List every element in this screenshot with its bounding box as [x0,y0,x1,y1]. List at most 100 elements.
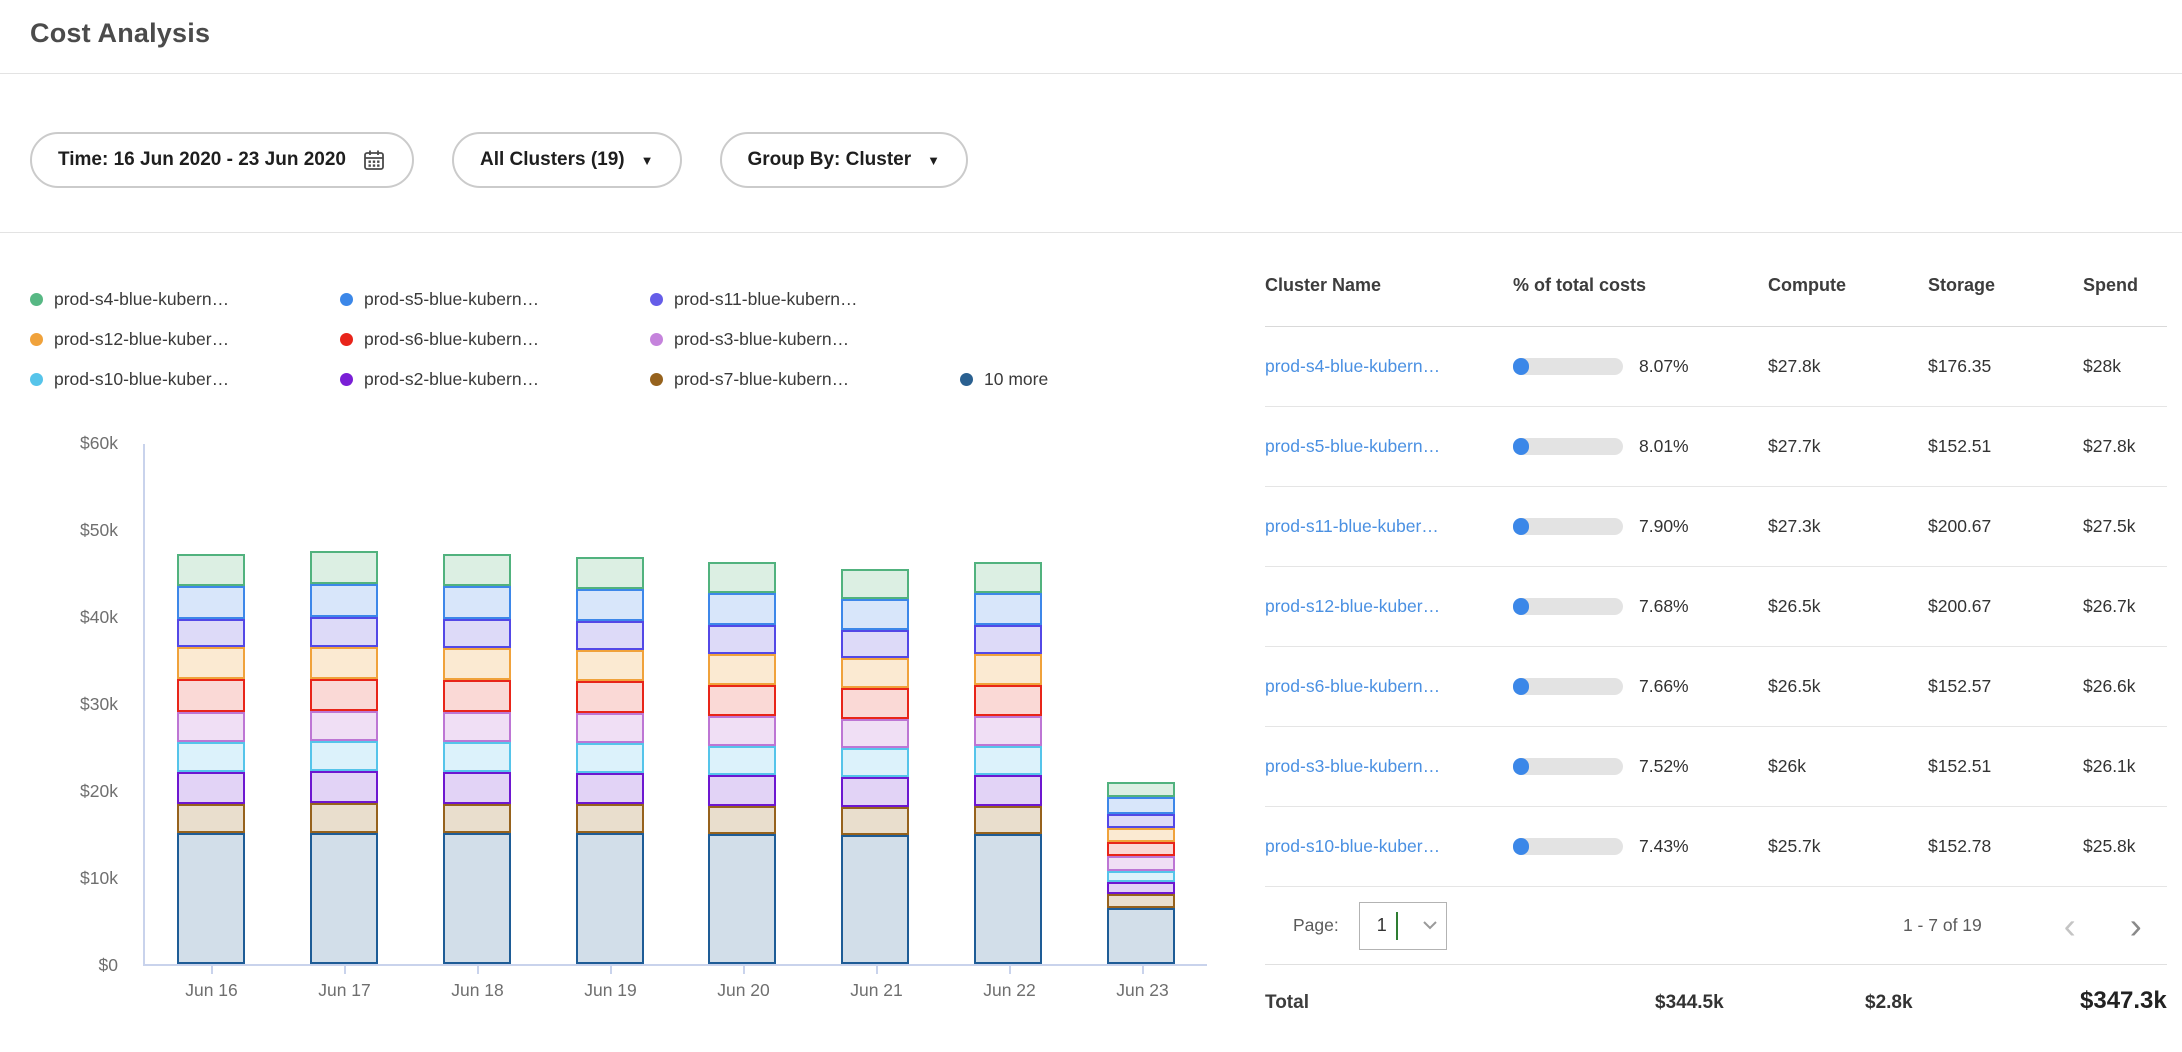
bar-jun-17[interactable] [278,444,411,964]
bar-segment-prod-s2[interactable] [310,771,378,803]
bar-segment-10-more[interactable] [310,833,378,964]
bar-jun-21[interactable] [809,444,942,964]
bar-segment-prod-s12[interactable] [310,647,378,679]
bar-segment-prod-s2[interactable] [841,777,909,807]
bar-segment-prod-s11[interactable] [443,619,511,648]
bar-segment-prod-s11[interactable] [310,617,378,647]
bar-segment-10-more[interactable] [576,833,644,964]
bar-segment-10-more[interactable] [443,833,511,964]
bar-segment-prod-s10[interactable] [310,741,378,771]
bar-segment-prod-s6[interactable] [443,680,511,712]
bar-segment-prod-s11[interactable] [576,621,644,650]
bar-segment-prod-s3[interactable] [841,719,909,748]
bar-segment-prod-s4[interactable] [974,562,1042,593]
bar-segment-prod-s2[interactable] [1107,882,1175,894]
bar-segment-prod-s5[interactable] [974,593,1042,625]
bar-segment-prod-s3[interactable] [1107,856,1175,871]
bar-segment-prod-s12[interactable] [443,648,511,680]
time-range-filter[interactable]: Time: 16 Jun 2020 - 23 Jun 2020 [30,132,414,188]
bar-segment-prod-s6[interactable] [310,679,378,711]
bar-segment-prod-s5[interactable] [1107,797,1175,814]
bar-segment-prod-s3[interactable] [443,712,511,742]
legend-item-prod-s2[interactable]: prod-s2-blue-kubern… [340,368,650,391]
bar-segment-prod-s6[interactable] [1107,842,1175,856]
bar-segment-10-more[interactable] [177,833,245,964]
bar-segment-prod-s4[interactable] [708,562,776,593]
bar-segment-10-more[interactable] [1107,908,1175,964]
bar-segment-prod-s6[interactable] [576,681,644,713]
legend-item-prod-s10[interactable]: prod-s10-blue-kuber… [30,368,340,391]
bar-segment-prod-s4[interactable] [1107,782,1175,797]
bar-segment-prod-s10[interactable] [841,748,909,777]
bar-segment-prod-s5[interactable] [576,589,644,621]
bar-segment-prod-s2[interactable] [576,773,644,804]
bar-segment-prod-s4[interactable] [443,554,511,586]
bar-segment-prod-s10[interactable] [576,743,644,773]
bar-jun-22[interactable] [942,444,1075,964]
legend-item-prod-s5[interactable]: prod-s5-blue-kubern… [340,288,650,311]
bar-jun-19[interactable] [543,444,676,964]
legend-item-prod-s3[interactable]: prod-s3-blue-kubern… [650,328,960,351]
bar-segment-prod-s3[interactable] [708,716,776,746]
legend-item-prod-s11[interactable]: prod-s11-blue-kubern… [650,288,960,311]
bar-segment-prod-s10[interactable] [708,746,776,775]
legend-item-prod-s6[interactable]: prod-s6-blue-kubern… [340,328,650,351]
bar-segment-prod-s12[interactable] [1107,828,1175,842]
bar-segment-prod-s12[interactable] [974,654,1042,685]
bar-segment-prod-s4[interactable] [576,557,644,589]
bar-segment-prod-s2[interactable] [177,772,245,804]
bar-segment-prod-s7[interactable] [443,804,511,833]
bar-segment-prod-s7[interactable] [177,804,245,833]
bar-segment-prod-s2[interactable] [974,775,1042,806]
bar-segment-prod-s5[interactable] [177,586,245,619]
bar-segment-prod-s11[interactable] [708,625,776,654]
legend-item-prod-s12[interactable]: prod-s12-blue-kuber… [30,328,340,351]
bar-segment-prod-s7[interactable] [708,806,776,834]
cluster-link[interactable]: prod-s4-blue-kubern… [1265,356,1440,376]
group-by-dropdown[interactable]: Group By: Cluster ▼ [720,132,969,188]
bar-segment-prod-s5[interactable] [310,584,378,617]
clusters-filter-dropdown[interactable]: All Clusters (19) ▼ [452,132,682,188]
bar-segment-prod-s11[interactable] [177,619,245,647]
bar-segment-prod-s12[interactable] [576,650,644,681]
bar-segment-10-more[interactable] [708,834,776,964]
bar-segment-prod-s7[interactable] [576,804,644,833]
bar-segment-prod-s3[interactable] [974,716,1042,746]
bar-segment-prod-s3[interactable] [177,712,245,742]
bar-jun-20[interactable] [676,444,809,964]
cluster-link[interactable]: prod-s6-blue-kubern… [1265,676,1440,696]
bar-segment-prod-s7[interactable] [1107,894,1175,908]
bar-segment-prod-s6[interactable] [974,685,1042,716]
bar-jun-16[interactable] [145,444,278,964]
bar-segment-prod-s6[interactable] [177,679,245,712]
bar-segment-prod-s7[interactable] [974,806,1042,834]
cluster-link[interactable]: prod-s3-blue-kubern… [1265,756,1440,776]
bar-segment-prod-s4[interactable] [177,554,245,586]
bar-segment-prod-s12[interactable] [177,647,245,679]
legend-item-prod-s4[interactable]: prod-s4-blue-kubern… [30,288,340,311]
bar-segment-prod-s12[interactable] [708,654,776,685]
next-page-icon[interactable]: › [2130,908,2142,944]
legend-item-10-more[interactable]: 10 more [960,368,1048,391]
bar-segment-prod-s11[interactable] [974,625,1042,654]
bar-segment-prod-s3[interactable] [576,713,644,743]
bar-segment-prod-s2[interactable] [443,772,511,804]
cluster-link[interactable]: prod-s12-blue-kuber… [1265,596,1440,616]
bar-jun-18[interactable] [411,444,544,964]
bar-segment-prod-s12[interactable] [841,658,909,688]
bar-segment-prod-s11[interactable] [841,630,909,658]
bar-segment-prod-s2[interactable] [708,775,776,806]
bar-jun-23[interactable] [1074,444,1207,964]
bar-segment-prod-s10[interactable] [974,746,1042,775]
bar-segment-10-more[interactable] [974,834,1042,964]
bar-segment-prod-s7[interactable] [841,807,909,835]
bar-segment-prod-s11[interactable] [1107,814,1175,828]
page-select[interactable]: 1 [1359,902,1447,950]
legend-item-prod-s7[interactable]: prod-s7-blue-kubern… [650,368,960,391]
bar-segment-prod-s6[interactable] [708,685,776,716]
cluster-link[interactable]: prod-s10-blue-kuber… [1265,836,1440,856]
bar-segment-prod-s3[interactable] [310,711,378,741]
bar-segment-prod-s10[interactable] [443,742,511,772]
previous-page-icon[interactable]: ‹ [2064,908,2076,944]
bar-segment-prod-s10[interactable] [177,742,245,772]
